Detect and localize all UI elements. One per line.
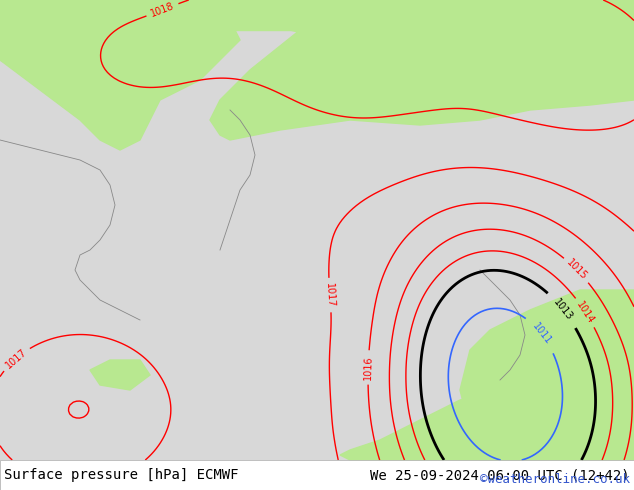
Polygon shape bbox=[0, 0, 634, 30]
Text: Surface pressure [hPa] ECMWF: Surface pressure [hPa] ECMWF bbox=[4, 468, 238, 482]
Polygon shape bbox=[480, 0, 634, 55]
Polygon shape bbox=[460, 290, 634, 460]
Polygon shape bbox=[260, 0, 430, 40]
Polygon shape bbox=[340, 390, 540, 460]
Text: 1015: 1015 bbox=[564, 258, 589, 282]
Text: 1018: 1018 bbox=[149, 1, 176, 19]
Text: 1017: 1017 bbox=[3, 347, 29, 370]
Bar bbox=[0, 460, 634, 490]
Text: 1017: 1017 bbox=[324, 283, 335, 308]
Text: ©weatheronline.co.uk: ©weatheronline.co.uk bbox=[480, 473, 630, 486]
Polygon shape bbox=[0, 0, 160, 100]
Text: We 25-09-2024 06:00 UTC (12+42): We 25-09-2024 06:00 UTC (12+42) bbox=[370, 468, 630, 482]
Text: 1014: 1014 bbox=[574, 299, 597, 325]
Polygon shape bbox=[210, 0, 634, 140]
Text: 1016: 1016 bbox=[363, 355, 373, 380]
Text: 1011: 1011 bbox=[530, 321, 553, 347]
Text: 1013: 1013 bbox=[552, 297, 574, 322]
Polygon shape bbox=[90, 360, 150, 390]
Polygon shape bbox=[0, 0, 240, 150]
